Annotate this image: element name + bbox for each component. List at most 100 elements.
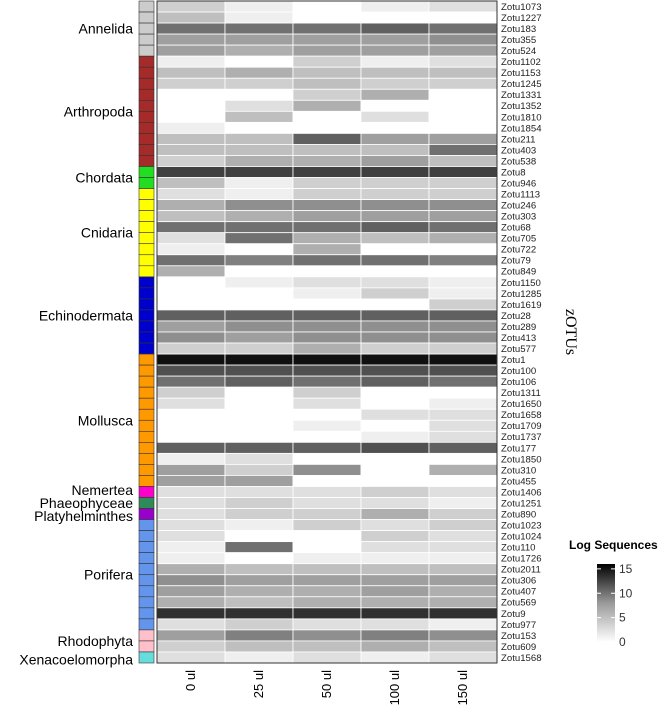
zotu-label: Zotu1619 bbox=[501, 300, 542, 311]
heatmap-cell bbox=[224, 408, 294, 421]
heatmap-cell bbox=[156, 22, 226, 35]
heatmap-cell bbox=[156, 11, 226, 24]
zotu-label: Zotu1331 bbox=[501, 90, 542, 101]
heatmap-cell bbox=[360, 232, 430, 245]
zotu-label: Zotu524 bbox=[501, 46, 537, 57]
heatmap-cell bbox=[224, 155, 294, 167]
heatmap-cell bbox=[428, 99, 498, 112]
y-axis-title: zOTUs bbox=[562, 309, 579, 355]
zotu-label: Zotu1854 bbox=[501, 123, 542, 134]
heatmap-cell bbox=[360, 309, 430, 322]
heatmap-cell bbox=[428, 155, 498, 167]
heatmap-cell bbox=[292, 607, 362, 620]
heatmap-cell bbox=[292, 486, 362, 498]
heatmap-cell bbox=[156, 397, 226, 410]
heatmap-cell bbox=[156, 298, 226, 311]
heatmap-cell bbox=[428, 441, 498, 454]
heatmap-cell bbox=[156, 530, 226, 543]
heatmap-cell bbox=[224, 386, 294, 399]
phylum-strip-cell bbox=[138, 298, 155, 311]
phylum-strip-cell bbox=[138, 276, 155, 289]
phylum-strip-cell bbox=[138, 519, 155, 531]
heatmap-cell bbox=[428, 331, 498, 344]
heatmap-cell bbox=[360, 430, 430, 443]
phylum-strip-cell bbox=[138, 475, 155, 487]
phylum-strip-cell bbox=[138, 265, 155, 278]
zotu-label: Zotu303 bbox=[501, 212, 536, 223]
heatmap-cell bbox=[428, 342, 498, 355]
zotu-label: Zotu1737 bbox=[501, 432, 542, 443]
zotu-label: Zotu110 bbox=[501, 543, 536, 554]
heatmap-cell bbox=[156, 596, 226, 609]
zotu-label: Zotu79 bbox=[501, 256, 531, 267]
phylum-strip-cell bbox=[138, 353, 155, 366]
heatmap-cell bbox=[360, 0, 430, 13]
heatmap-cell bbox=[292, 629, 362, 642]
zotu-label: Zotu1406 bbox=[501, 487, 542, 498]
zotu-label: Zotu1153 bbox=[501, 68, 541, 79]
phylum-strip-cell bbox=[138, 651, 155, 664]
phylum-strip-cell bbox=[138, 243, 155, 256]
zotu-label: Zotu355 bbox=[501, 35, 536, 46]
zotu-label: Zotu68 bbox=[501, 223, 531, 234]
heatmap-cell bbox=[360, 530, 430, 543]
heatmap-cell bbox=[360, 166, 430, 178]
heatmap-cell bbox=[428, 475, 498, 487]
zotu-label: Zotu1568 bbox=[501, 653, 542, 664]
heatmap-cell bbox=[156, 574, 226, 587]
heatmap-cell bbox=[224, 552, 294, 565]
zotu-label: Zotu1352 bbox=[501, 101, 542, 112]
heatmap-cell bbox=[428, 463, 498, 476]
heatmap-cell bbox=[156, 55, 226, 68]
heatmap-cell bbox=[156, 121, 226, 134]
heatmap-cell bbox=[292, 430, 362, 443]
heatmap-cell bbox=[224, 486, 294, 498]
heatmap-cell bbox=[360, 144, 430, 156]
heatmap-cell bbox=[224, 651, 294, 664]
heatmap-cell bbox=[292, 232, 362, 245]
zotu-label: Zotu1102 bbox=[501, 57, 541, 68]
heatmap-cell bbox=[428, 88, 498, 101]
zotu-label: Zotu289 bbox=[501, 322, 536, 333]
phylum-strip-cell bbox=[138, 574, 155, 587]
heatmap-cell bbox=[224, 99, 294, 112]
heatmap-cell bbox=[292, 640, 362, 653]
legend-ticks: 0 5 10 15 bbox=[597, 562, 633, 649]
phylum-strip-cell bbox=[138, 464, 155, 476]
heatmap-cell bbox=[224, 574, 294, 587]
heatmap-cell bbox=[156, 232, 226, 245]
zotu-label: Zotu1726 bbox=[501, 554, 542, 565]
phylum-strip-cell bbox=[138, 552, 155, 565]
heatmap-cell bbox=[428, 77, 498, 90]
heatmap-cell bbox=[224, 22, 294, 35]
heatmap-cell bbox=[224, 475, 294, 487]
heatmap-cell bbox=[428, 232, 498, 245]
phylum-strip-cell bbox=[138, 221, 155, 234]
zotu-label: Zotu310 bbox=[501, 465, 536, 476]
zotu-label: Zotu577 bbox=[501, 344, 536, 355]
heatmap-cell bbox=[292, 618, 362, 631]
legend-tick-label: 10 bbox=[619, 586, 633, 600]
heatmap-cell bbox=[224, 144, 294, 156]
heatmap-cell bbox=[292, 364, 362, 377]
heatmap-cell bbox=[292, 188, 362, 200]
heatmap-cell bbox=[292, 375, 362, 388]
heatmap-cell bbox=[360, 33, 430, 46]
heatmap-cell bbox=[360, 640, 430, 653]
heatmap-cell bbox=[360, 121, 430, 134]
heatmap-cell bbox=[360, 408, 430, 421]
phylum-strip-cell bbox=[138, 397, 155, 410]
phylum-strip-cell bbox=[138, 166, 155, 178]
heatmap-cell bbox=[224, 210, 294, 223]
heatmap-cell bbox=[360, 132, 430, 145]
phylum-strip-cell bbox=[138, 618, 155, 631]
zotu-label: Zotu403 bbox=[501, 145, 536, 156]
heatmap-cell bbox=[292, 508, 362, 520]
phylum-label: Nemertea bbox=[72, 482, 134, 498]
heatmap-cell bbox=[292, 177, 362, 189]
phylum-strip-cell bbox=[138, 0, 155, 13]
zotu-label: Zotu1245 bbox=[501, 79, 542, 90]
heatmap-cell bbox=[292, 596, 362, 609]
heatmap-border bbox=[156, 0, 498, 664]
